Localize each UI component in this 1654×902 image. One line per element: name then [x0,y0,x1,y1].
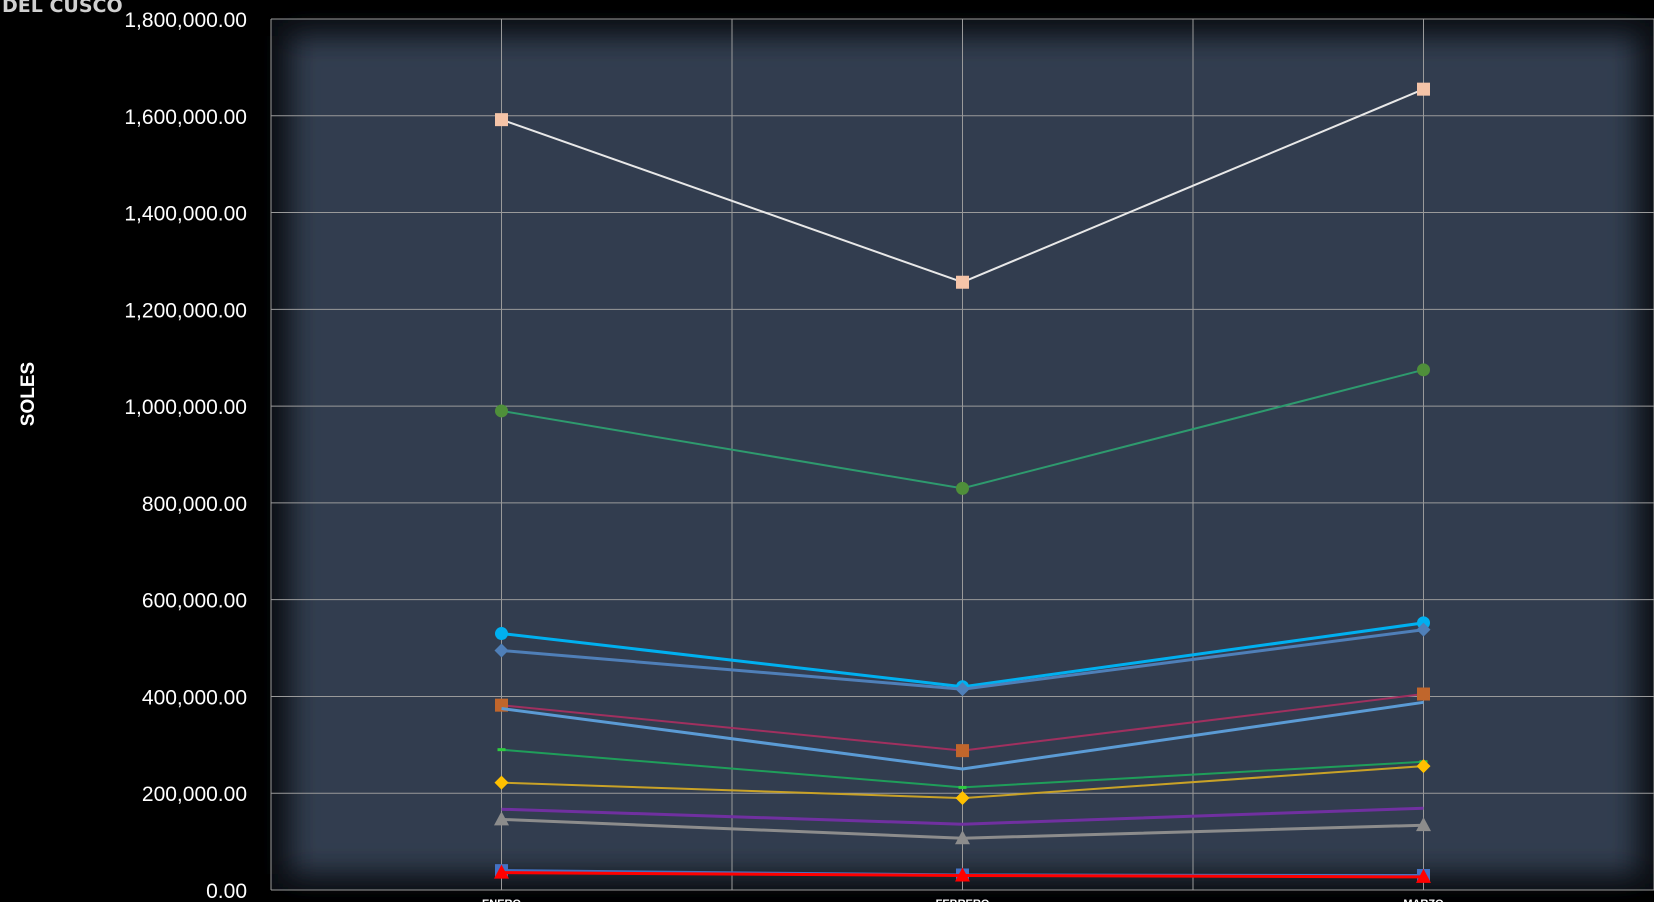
y-tick-label-8: 1,600,000.00 [124,106,247,129]
x-tick-label-1: FEBRERO [936,898,990,902]
y-tick-label-4: 800,000.00 [142,493,247,516]
series-7-point-2 [958,785,967,789]
series-5-point-3 [1417,687,1430,701]
series-1 [495,82,1430,289]
series-12 [494,864,1431,883]
y-tick-label-1: 200,000.00 [142,783,247,806]
series-12-point-1 [494,864,509,879]
series-10-point-2 [955,830,970,845]
y-tick-label-0: 0.00 [206,880,247,902]
x-tick-label-2: MARZO [1403,898,1444,902]
series-4-point-1 [494,643,509,658]
x-axis-ticks: ENERO FEBRERO MARZO [482,898,1444,902]
y-tick-label-7: 1,400,000.00 [124,203,247,226]
series-10-point-1 [494,811,509,826]
series-2-point-2 [956,481,969,495]
series-9 [501,806,1424,826]
series-1-point-1 [495,113,508,127]
series-9-line [501,806,1424,826]
series-2-point-1 [495,404,508,418]
y-tick-label-9: 1,800,000.00 [124,9,247,32]
watermark-logo-text: DEL CUSCO [2,0,123,17]
series-12-point-2 [955,867,970,882]
series-10 [494,811,1431,845]
series-8-point-3 [1416,759,1431,774]
y-tick-label-5: 1,000,000.00 [124,396,247,419]
y-tick-label-6: 1,200,000.00 [124,299,247,322]
x-tick-label-0: ENERO [482,898,522,902]
series-layer [494,82,1431,883]
series-12-point-3 [1416,868,1431,883]
y-tick-label-2: 400,000.00 [142,686,247,709]
series-2-point-3 [1417,363,1430,377]
series-3-point-1 [495,627,508,641]
series-1-point-3 [1417,82,1430,96]
plot-area-fill [290,36,1638,874]
series-8 [494,759,1431,806]
series-5 [495,687,1430,758]
series-5-point-2 [956,744,969,758]
series-1-point-2 [956,275,969,289]
series-8-point-1 [494,775,509,790]
series-2 [495,363,1430,495]
series-4-point-2 [955,682,970,697]
series-4 [494,622,1431,697]
series-7-point-1 [497,748,506,752]
y-axis-ticks: 0.00 200,000.00 400,000.00 600,000.00 800,00… [124,9,247,902]
y-axis-label: SOLES [18,362,39,426]
series-6 [501,700,1424,771]
series-4-point-3 [1416,622,1431,637]
series-10-point-3 [1416,817,1431,832]
series-8-point-2 [955,791,970,806]
y-tick-label-3: 600,000.00 [142,590,247,613]
series-6-line [501,700,1424,771]
